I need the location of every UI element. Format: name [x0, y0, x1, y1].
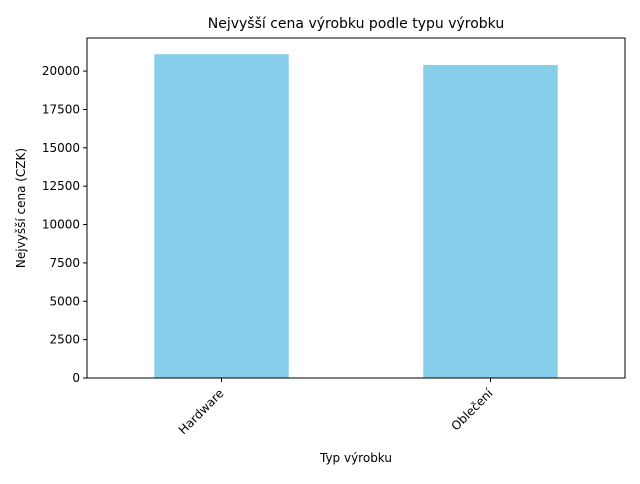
- chart-title: Nejvyšší cena výrobku podle typu výrobku: [208, 16, 504, 32]
- y-tick-label: 5000: [49, 294, 80, 308]
- bars-layer: [154, 54, 558, 378]
- y-axis-ticks: 0 2500 5000 7500 10000 12500 15000 17500 20000: [42, 64, 87, 385]
- plot-frame: [86, 37, 626, 379]
- x-tick-label: Oblečení: [448, 386, 496, 434]
- x-tick-label: Hardware: [176, 386, 227, 437]
- bar-0: [154, 54, 289, 378]
- y-tick-label: 20000: [42, 64, 80, 78]
- y-axis-label: Nejvyšší cena (CZK): [14, 148, 28, 268]
- y-tick-label: 10000: [42, 218, 80, 232]
- y-tick-label: 0: [72, 371, 80, 385]
- y-tick-label: 7500: [49, 256, 80, 270]
- x-axis-label: Typ výrobku: [319, 451, 392, 465]
- y-tick-label: 2500: [49, 333, 80, 347]
- bar-1: [423, 64, 558, 378]
- y-tick-label: 12500: [42, 179, 80, 193]
- y-tick-label: 15000: [42, 141, 80, 155]
- x-axis-ticks: Hardware Oblečení: [176, 378, 496, 437]
- y-tick-label: 17500: [42, 102, 80, 116]
